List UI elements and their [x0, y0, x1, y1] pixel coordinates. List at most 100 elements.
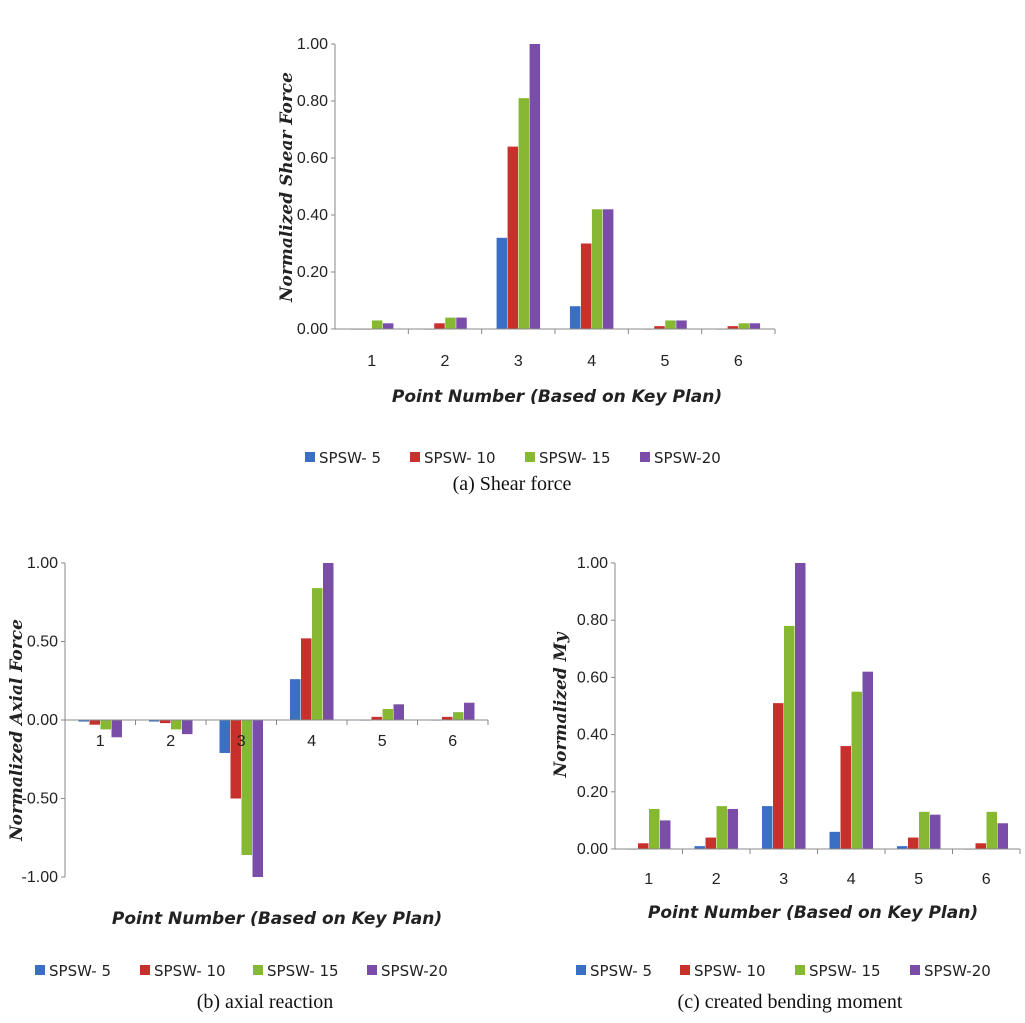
legend-swatch: [910, 965, 920, 975]
x-tick-label: 5: [914, 871, 923, 888]
bar: [371, 716, 382, 720]
bar: [507, 146, 519, 329]
bar: [518, 98, 530, 330]
y-tick-label: 0.20: [577, 784, 608, 801]
bar: [919, 811, 930, 849]
bar: [580, 243, 592, 329]
bar: [171, 720, 182, 730]
legend-label: SPSW- 5: [319, 449, 381, 467]
legend-swatch: [525, 452, 535, 462]
bar: [716, 806, 727, 849]
legend-label: SPSW-20: [924, 962, 991, 980]
legend-swatch: [140, 965, 150, 975]
x-tick-label: 6: [448, 733, 457, 750]
bar: [434, 323, 445, 329]
x-tick-label: 1: [644, 871, 653, 888]
x-tick-label: 2: [166, 733, 175, 750]
y-axis-title: Normalized Shear Force: [277, 72, 297, 303]
bar: [840, 746, 851, 849]
y-tick-label: 0.80: [577, 612, 608, 629]
bar: [738, 323, 750, 329]
bar: [773, 703, 784, 849]
bar: [665, 320, 676, 329]
x-tick-label: 2: [441, 353, 450, 370]
bar: [654, 326, 665, 329]
bar: [676, 320, 687, 329]
x-tick-label: 3: [779, 871, 788, 888]
x-tick-label: 1: [367, 353, 376, 370]
bar: [795, 563, 806, 849]
bar: [784, 625, 795, 849]
x-tick-label: 6: [734, 353, 743, 370]
bar: [762, 806, 773, 849]
y-tick-label: 0.20: [297, 264, 328, 281]
bar: [862, 671, 873, 849]
bar: [290, 679, 301, 720]
y-axis-title: Normalized My: [551, 632, 571, 779]
bar: [149, 720, 160, 722]
bar: [382, 323, 394, 329]
bar: [908, 837, 919, 849]
bar: [160, 720, 171, 724]
legend-label: SPSW- 10: [424, 449, 496, 467]
bar: [705, 837, 716, 849]
chart-1: 0.00 0.20 0.40 0.60 0.80 1.00 1 2 3 4 5 6 Normalized…: [277, 36, 776, 495]
bar: [89, 720, 100, 725]
legend-label: SPSW-20: [381, 962, 448, 980]
y-tick-label: -1.00: [22, 869, 59, 886]
bar: [453, 712, 464, 720]
bar: [986, 811, 997, 849]
y-tick-label: 0.80: [297, 93, 328, 110]
legend-swatch: [410, 452, 420, 462]
y-tick-label: 0.00: [27, 712, 58, 729]
bar: [111, 720, 122, 738]
y-tick-label: 0.00: [577, 841, 608, 858]
x-tick-label: 1: [96, 733, 105, 750]
legend-label: SPSW- 10: [154, 962, 226, 980]
legend-label: SPSW- 5: [590, 962, 652, 980]
legend-swatch: [35, 965, 45, 975]
bar: [897, 846, 908, 849]
x-tick-label: 4: [307, 733, 316, 750]
x-tick-label: 6: [982, 871, 991, 888]
y-tick-label: -0.50: [22, 791, 59, 808]
figure-caption: (c) created bending moment: [678, 991, 903, 1013]
bar: [78, 720, 89, 722]
bar: [312, 588, 323, 720]
y-tick-label: 0.40: [297, 207, 328, 224]
bar: [591, 209, 603, 329]
bar: [241, 720, 252, 856]
x-tick-label: 2: [712, 871, 721, 888]
bar: [638, 843, 649, 849]
chart-3: 0.00 0.20 0.40 0.60 0.80 1.00 1 2 3 4 5 6 Normalized…: [551, 555, 1021, 1013]
x-tick-label: 5: [378, 733, 387, 750]
x-axis-title: Point Number (Based on Key Plan): [648, 903, 978, 923]
bar: [252, 720, 263, 877]
figure-caption: (a) Shear force: [453, 473, 572, 495]
x-axis-title: Point Number (Based on Key Plan): [112, 909, 442, 929]
legend-label: SPSW- 10: [694, 962, 766, 980]
bar: [829, 831, 840, 849]
y-tick-label: 0.60: [577, 669, 608, 686]
bar: [694, 846, 705, 849]
bar: [382, 709, 393, 720]
bar: [442, 716, 453, 720]
y-tick-label: 1.00: [27, 555, 58, 572]
legend-swatch: [680, 965, 690, 975]
chart-2: -1.00 -0.50 0.00 0.50 1.00 1 2 3 4 5 6 Normalized A…: [7, 555, 489, 1013]
legend-swatch: [576, 965, 586, 975]
y-axis-title: Normalized Axial Force: [7, 619, 27, 842]
legend-label: SPSW- 15: [267, 962, 339, 980]
legend-swatch: [640, 452, 650, 462]
y-tick-label: 0.50: [27, 634, 58, 651]
bar: [393, 704, 404, 720]
bar: [301, 638, 312, 720]
bar: [649, 808, 660, 849]
figure-caption: (b) axial reaction: [197, 991, 334, 1013]
legend-swatch: [305, 452, 315, 462]
bar: [456, 317, 467, 329]
bar: [230, 720, 241, 799]
bar: [529, 44, 541, 329]
bar: [464, 702, 475, 720]
